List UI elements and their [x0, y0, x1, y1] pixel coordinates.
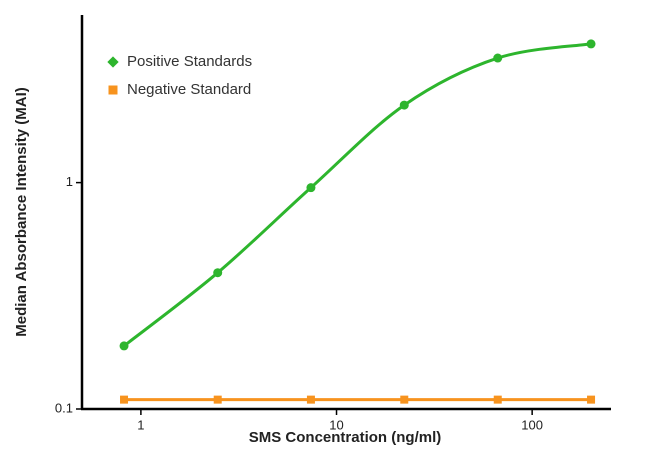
y-tick-label: 0.1 [55, 400, 73, 415]
marker [213, 395, 222, 404]
marker [399, 100, 409, 110]
x-tick-label: 1 [137, 417, 144, 432]
marker [400, 395, 409, 404]
legend-label: Positive Standards [127, 53, 252, 70]
marker [213, 268, 223, 278]
legend-label: Negative Standard [127, 81, 251, 98]
marker [119, 341, 129, 351]
marker [306, 395, 315, 404]
marker [586, 39, 596, 49]
x-tick-label: 100 [521, 417, 543, 432]
y-tick-label: 1 [66, 174, 73, 189]
y-axis-label: Median Absorbance Intensity (MAI) [13, 87, 30, 336]
marker [493, 395, 502, 404]
legend-marker [108, 85, 118, 95]
x-axis-label: SMS Concentration (ng/ml) [249, 429, 442, 446]
x-tick-label: 10 [329, 417, 343, 432]
marker [306, 183, 316, 193]
marker [120, 395, 129, 404]
marker [493, 53, 503, 63]
legend-marker [107, 56, 119, 68]
marker [587, 395, 596, 404]
